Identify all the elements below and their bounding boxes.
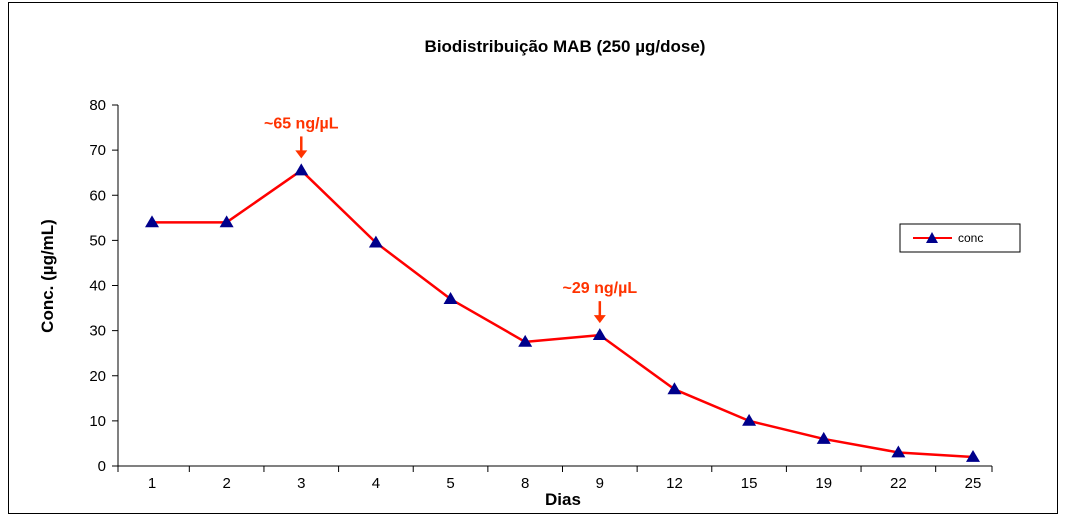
data-point-marker — [966, 449, 980, 462]
annotation-label: ~29 ng/µL — [563, 280, 638, 297]
data-point-marker — [518, 334, 533, 347]
y-tick-label: 60 — [89, 187, 106, 204]
chart-frame — [8, 2, 1058, 514]
y-tick-label: 0 — [98, 458, 106, 475]
x-tick-label: 22 — [890, 475, 907, 492]
data-point-marker — [219, 215, 234, 228]
y-tick-label: 10 — [89, 413, 106, 430]
legend-label: conc — [958, 231, 983, 245]
annotations-group: ~65 ng/µL ~29 ng/µL — [264, 115, 638, 324]
data-point-marker — [294, 163, 309, 176]
y-tick-label: 40 — [89, 278, 106, 295]
x-tick-label: 1 — [148, 475, 156, 492]
data-point-marker — [443, 292, 458, 304]
legend: conc — [899, 223, 1021, 253]
x-axis-title: Dias — [545, 490, 581, 509]
x-axis: 1 2 3 4 5 8 9 12 15 19 22 25 — [117, 465, 993, 492]
data-point-marker — [145, 215, 159, 228]
annotation-label: ~65 ng/µL — [264, 115, 339, 132]
data-point-marker — [816, 431, 831, 444]
y-axis: 0 10 20 30 40 50 60 70 80 — [89, 97, 119, 475]
data-point-marker — [891, 445, 906, 458]
x-tick-label: 9 — [596, 475, 604, 492]
y-tick-label: 80 — [89, 97, 106, 114]
x-tick-label: 19 — [815, 475, 832, 492]
x-tick-label: 4 — [372, 475, 380, 492]
legend-marker-swatch — [926, 232, 938, 243]
x-tick-label: 15 — [741, 475, 758, 492]
y-tick-label: 30 — [89, 323, 106, 340]
x-tick-label: 25 — [965, 475, 982, 492]
x-tick-label: 8 — [521, 475, 529, 492]
data-point-marker — [368, 235, 383, 248]
series-group — [145, 163, 980, 462]
series-line — [152, 169, 974, 459]
y-tick-label: 70 — [89, 142, 106, 159]
annotation-arrow-head — [295, 150, 308, 159]
data-point-marker — [667, 382, 682, 395]
chart-title: Biodistribuição MAB (250 µg/dose) — [425, 37, 706, 56]
x-tick-label: 12 — [666, 475, 683, 492]
annotation-arrow-head — [593, 315, 606, 324]
x-tick-label: 3 — [297, 475, 305, 492]
y-tick-label: 20 — [89, 368, 106, 385]
x-tick-label: 5 — [446, 475, 454, 492]
y-tick-label: 50 — [89, 232, 106, 249]
data-point-marker — [592, 328, 607, 341]
x-tick-label: 2 — [222, 475, 230, 492]
y-axis-title: Conc. (µg/mL) — [38, 219, 57, 333]
data-point-marker — [742, 413, 757, 426]
